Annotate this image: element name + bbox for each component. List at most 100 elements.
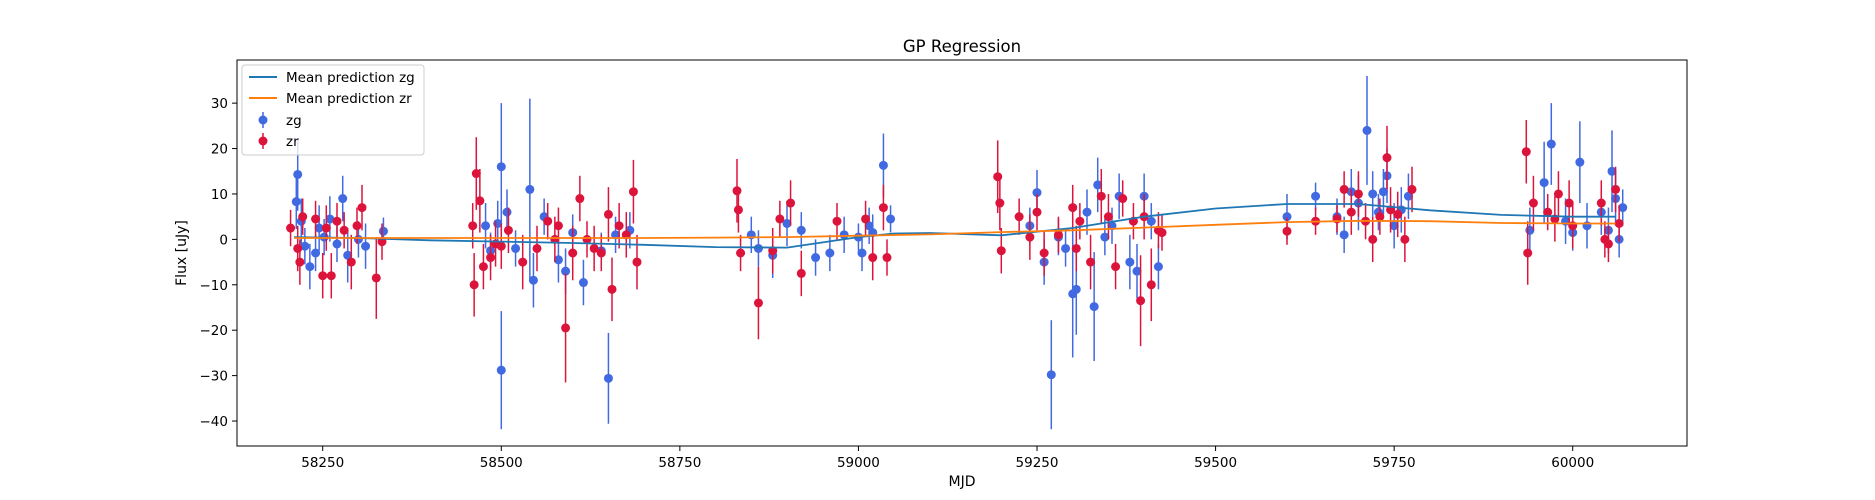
point-zg-37 (796, 225, 806, 235)
point-zg-15 (481, 221, 491, 231)
x-tick-label-59000: 59000 (837, 455, 880, 471)
x-axis: 58250 58500 58750 59000 59250 59500 59750 60000 (301, 446, 1594, 471)
point-zg-85 (1575, 157, 1585, 167)
point-zr-13 (371, 273, 381, 283)
point-zr-48 (796, 268, 806, 278)
point-zr-102 (1614, 218, 1624, 228)
point-zr-87 (1393, 209, 1403, 219)
y-axis: −40 −30 −20 −10 0 10 20 30 (200, 96, 237, 430)
series-zg (291, 75, 1628, 430)
point-zr-73 (1146, 280, 1156, 290)
point-zr-62 (1068, 203, 1078, 213)
point-zg-4 (305, 262, 315, 272)
legend-swatch-zr-marker (258, 136, 268, 146)
point-zg-38 (811, 253, 821, 263)
point-zr-100 (1603, 239, 1613, 249)
point-zg-19 (496, 365, 506, 375)
plot-frame (236, 59, 1688, 447)
series-zr (286, 119, 1624, 383)
point-zg-21 (511, 243, 521, 253)
point-zr-98 (1596, 198, 1606, 208)
point-zg-55 (1082, 207, 1092, 217)
point-zg-81 (1539, 178, 1549, 188)
point-zr-69 (1118, 194, 1128, 204)
point-zr-6 (321, 223, 331, 233)
point-zr-31 (575, 194, 585, 204)
point-zg-10 (338, 194, 348, 204)
point-zg-79 (1403, 191, 1413, 201)
point-zg-34 (753, 243, 763, 253)
point-zg-65 (1153, 262, 1163, 272)
point-zr-34 (596, 248, 606, 258)
point-zr-9 (339, 225, 349, 235)
point-zr-37 (614, 221, 624, 231)
point-zr-12 (357, 203, 367, 213)
point-zr-56 (996, 246, 1006, 256)
point-zg-72 (1362, 125, 1372, 135)
point-zr-25 (532, 243, 542, 253)
point-zr-29 (561, 323, 571, 333)
point-zr-19 (478, 262, 488, 272)
y-tick-label--30: −30 (200, 369, 229, 385)
legend-label-zg-line: Mean prediction zg (286, 70, 415, 86)
point-zr-75 (1157, 228, 1167, 238)
point-zr-15 (468, 221, 478, 231)
point-zr-81 (1353, 189, 1363, 199)
point-zg-64 (1146, 216, 1156, 226)
y-tick-label--20: −20 (200, 323, 229, 339)
x-tick-label-59750: 59750 (1373, 455, 1416, 471)
point-zg-25 (553, 255, 563, 265)
point-zr-60 (1039, 248, 1049, 258)
point-zg-77 (1389, 221, 1399, 231)
point-zg-75 (1378, 187, 1388, 197)
point-zg-48 (1032, 188, 1042, 198)
point-zg-52 (1061, 243, 1071, 253)
point-zr-63 (1071, 243, 1081, 253)
point-zg-39 (825, 248, 835, 258)
point-zg-50 (1046, 370, 1056, 380)
point-zr-61 (1053, 230, 1063, 240)
point-zr-39 (628, 187, 638, 197)
x-tick-label-58250: 58250 (301, 455, 344, 471)
point-zg-62 (1132, 266, 1142, 276)
x-tick-label-58500: 58500 (480, 455, 523, 471)
point-zg-56 (1089, 302, 1099, 312)
point-zg-45 (878, 160, 888, 170)
point-zg-89 (1607, 166, 1617, 176)
point-zg-9 (332, 239, 342, 249)
point-zg-11 (343, 250, 353, 260)
point-zg-40 (839, 230, 849, 240)
point-zr-43 (736, 248, 746, 258)
chart-title: GP Regression (903, 37, 1021, 56)
point-zr-44 (753, 298, 763, 308)
legend-frame (241, 64, 425, 156)
y-tick-label-30: 30 (211, 96, 228, 112)
point-zr-67 (1103, 212, 1113, 222)
point-zr-35 (603, 209, 613, 219)
y-tick-label-20: 20 (211, 142, 228, 158)
point-zg-82 (1546, 139, 1556, 149)
point-zr-51 (868, 253, 878, 263)
point-zr-10 (346, 257, 356, 267)
point-zr-0 (286, 223, 296, 233)
y-tick-label--10: −10 (200, 278, 229, 294)
point-zg-18 (496, 162, 506, 172)
point-zg-46 (886, 214, 896, 224)
point-zg-42 (857, 248, 867, 258)
x-tick-label-59500: 59500 (1194, 455, 1237, 471)
point-zg-3 (300, 241, 310, 251)
point-zr-54 (993, 172, 1003, 182)
point-zg-54 (1071, 284, 1081, 294)
point-zr-53 (882, 253, 892, 263)
point-zr-28 (553, 221, 563, 231)
x-tick-label-60000: 60000 (1551, 455, 1594, 471)
legend: Mean prediction zg Mean prediction zr zg… (241, 64, 425, 156)
point-zr-24 (518, 257, 528, 267)
point-zg-23 (528, 275, 538, 285)
point-zr-85 (1382, 153, 1392, 163)
point-zr-64 (1075, 216, 1085, 226)
point-zr-92 (1528, 198, 1538, 208)
point-zr-52 (878, 203, 888, 213)
point-zr-57 (1014, 212, 1024, 222)
